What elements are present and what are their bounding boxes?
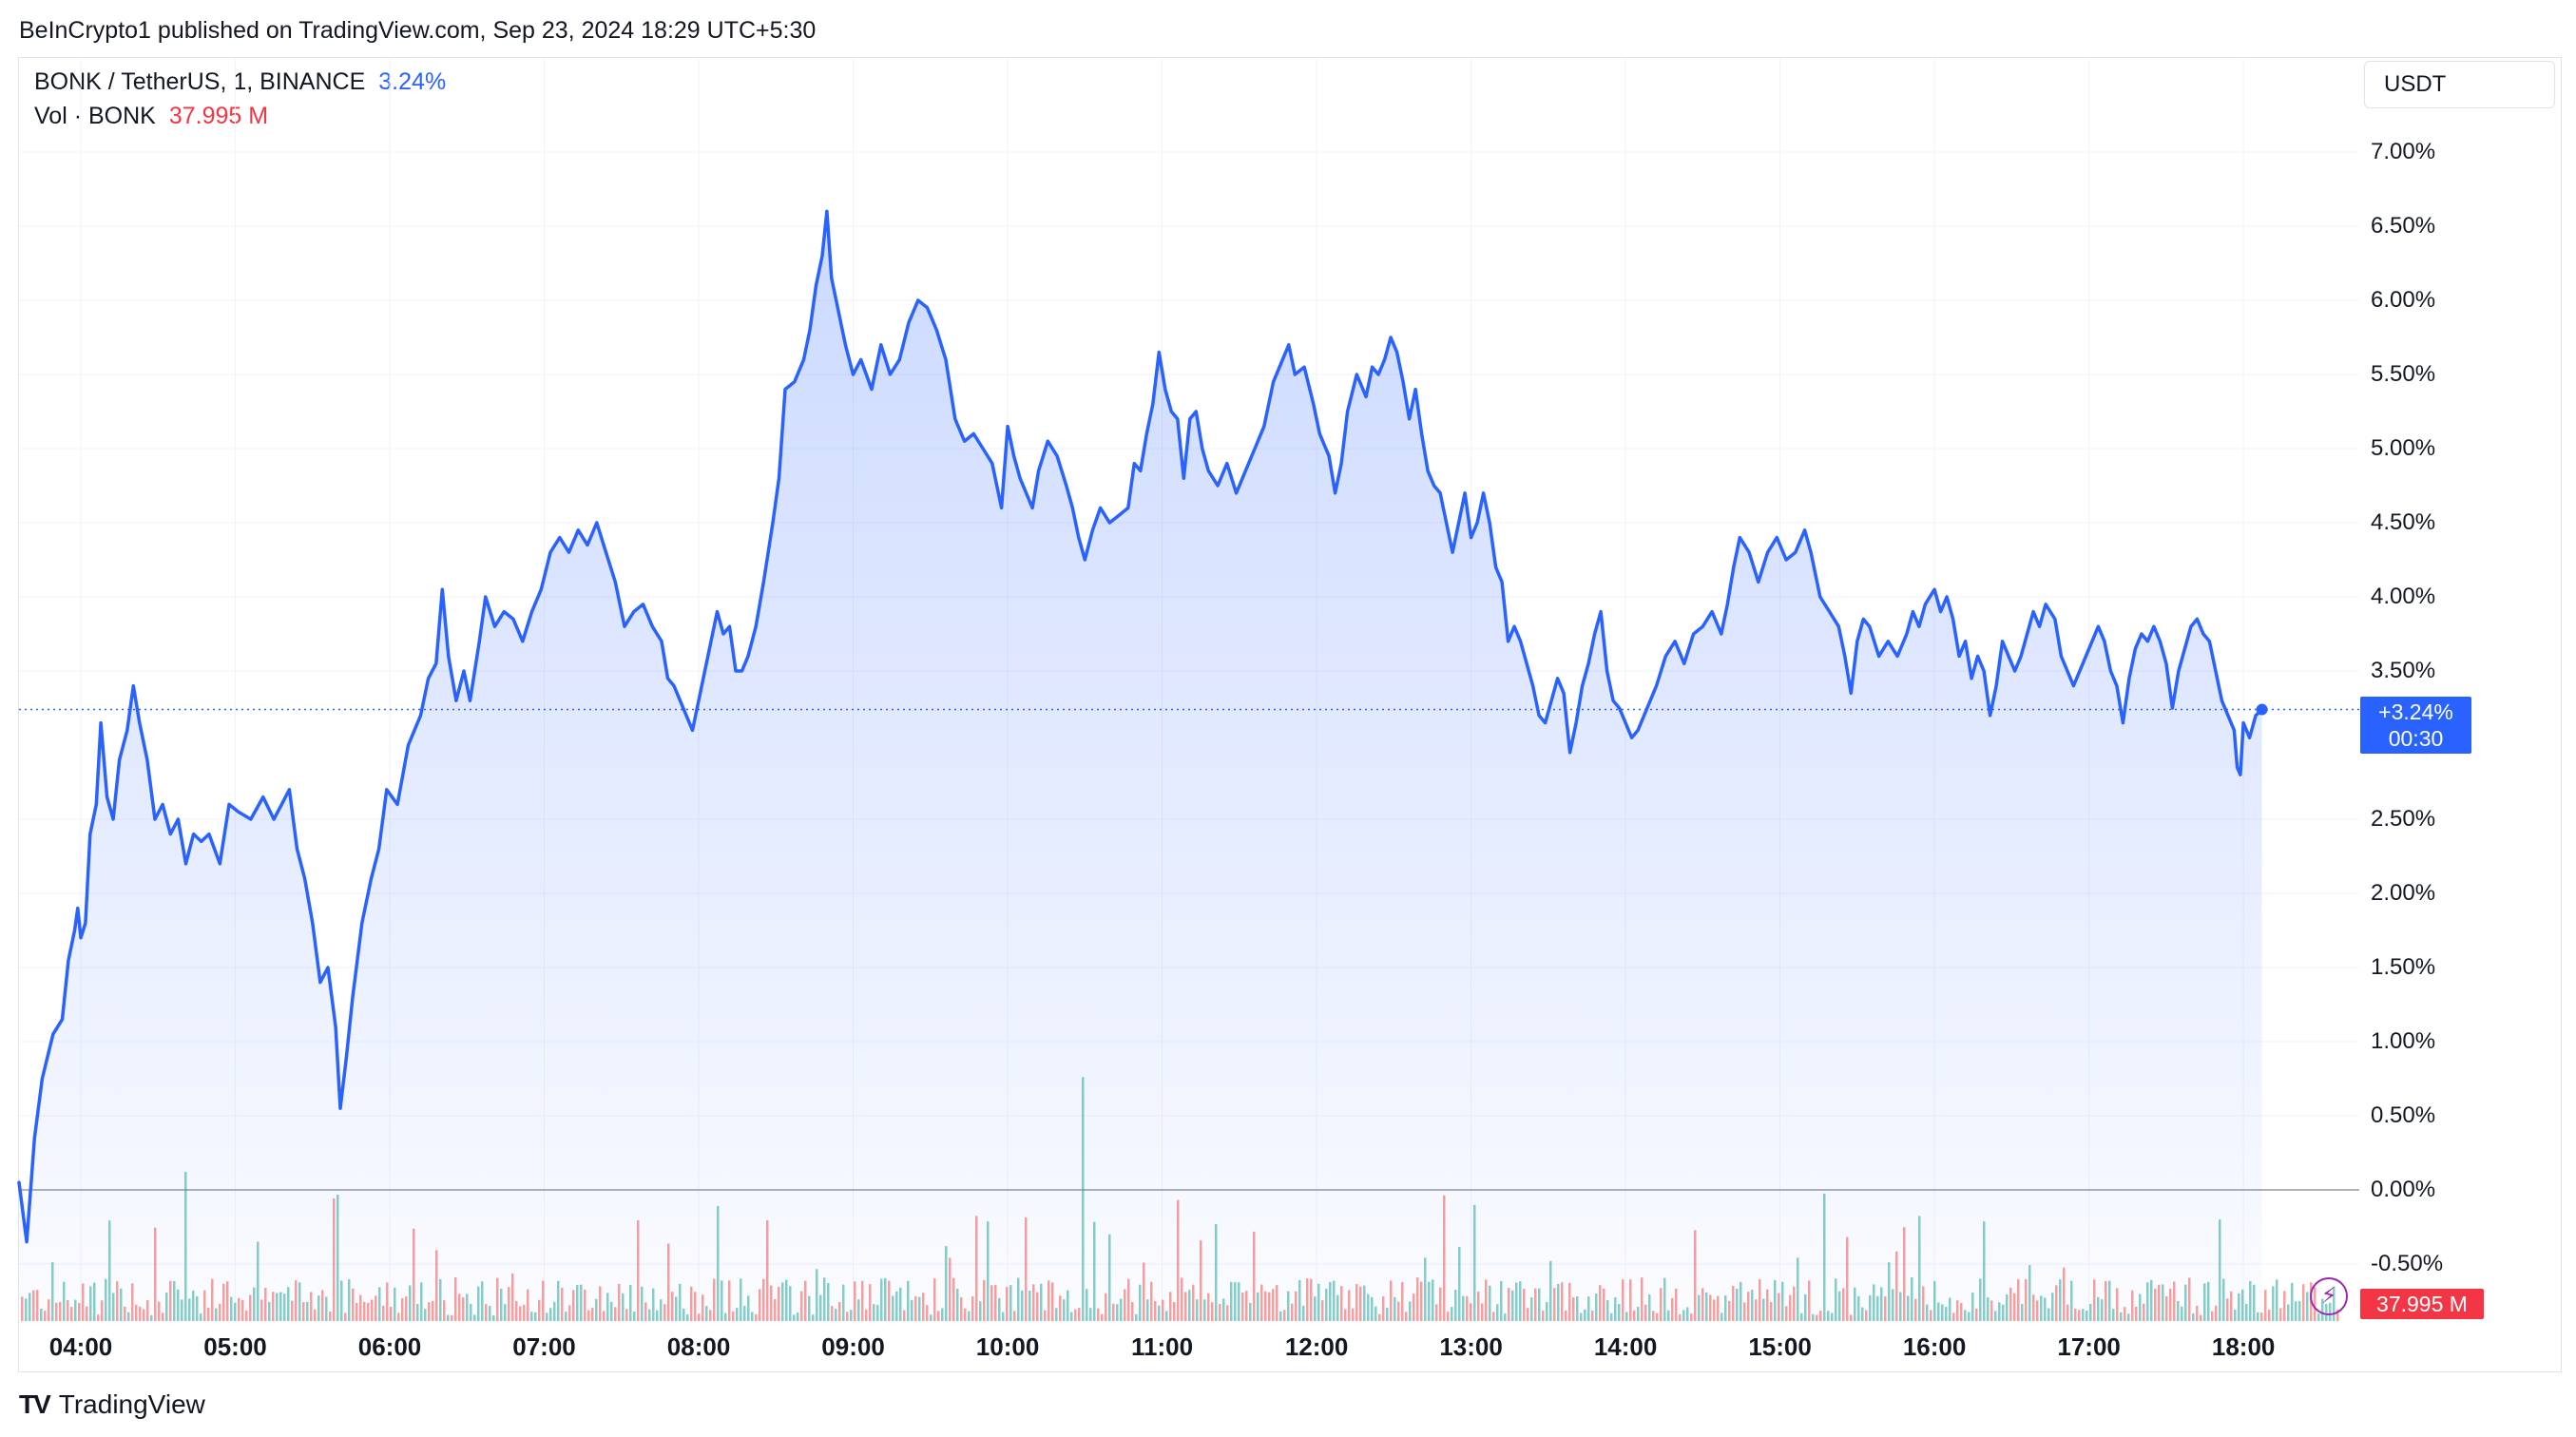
volume-bar <box>2279 1308 2282 1321</box>
y-tick-label: 3.50% <box>2371 658 2436 683</box>
x-tick-label: 05:00 <box>203 1332 267 1361</box>
brand-name: TradingView <box>58 1389 205 1419</box>
volume-bar <box>2306 1292 2309 1321</box>
currency-button[interactable]: USDT <box>2364 61 2555 108</box>
volume-bar <box>2268 1309 2271 1321</box>
x-tick-label: 12:00 <box>1284 1332 1349 1361</box>
y-tick-label: 4.00% <box>2371 584 2436 609</box>
x-tick-label: 14:00 <box>1593 1332 1658 1361</box>
y-tick-label: 4.50% <box>2371 509 2436 535</box>
volume-value: 37.995 M <box>168 103 269 129</box>
volume-legend[interactable]: Vol · BONK 37.995 M <box>34 103 268 130</box>
symbol-legend[interactable]: BONK / TetherUS, 1, BINANCE 3.24% <box>34 68 446 96</box>
volume-bar <box>2302 1284 2305 1321</box>
volume-bar <box>2272 1286 2275 1321</box>
y-tick-label: -0.50% <box>2371 1251 2444 1276</box>
y-tick-label: 6.50% <box>2371 213 2436 239</box>
y-tick-label: 6.00% <box>2371 287 2436 313</box>
price-line <box>17 209 2264 1244</box>
volume-bar <box>2291 1282 2294 1321</box>
volume-bar <box>2276 1279 2278 1321</box>
x-tick-label: 09:00 <box>821 1332 885 1361</box>
last-price-tag: +3.24% 00:30 <box>2360 697 2471 754</box>
volume-tag: 37.995 M <box>2360 1289 2484 1319</box>
volume-bar <box>2283 1291 2286 1321</box>
x-tick-label: 16:00 <box>1902 1332 1967 1361</box>
lightning-icon[interactable]: ⚡ <box>2310 1277 2348 1315</box>
y-tick-label: 1.50% <box>2371 954 2436 980</box>
symbol-title: BONK / TetherUS, 1, BINANCE <box>34 68 366 95</box>
y-tick-label: 5.00% <box>2371 435 2436 461</box>
x-tick-label: 08:00 <box>666 1332 731 1361</box>
price-marks <box>19 703 2359 716</box>
y-tick-label: 7.00% <box>2371 139 2436 164</box>
volume-label: Vol · BONK <box>34 103 156 129</box>
bar-countdown: 00:30 <box>2388 726 2444 751</box>
chart-frame <box>18 57 2562 1372</box>
area-fill <box>19 211 2262 1321</box>
publish-info: BeInCrypto1 published on TradingView.com… <box>19 17 817 44</box>
x-tick-label: 04:00 <box>48 1332 113 1361</box>
x-tick-label: 06:00 <box>357 1332 422 1361</box>
y-tick-label: 0.50% <box>2371 1102 2436 1128</box>
x-tick-label: 10:00 <box>975 1332 1040 1361</box>
y-tick-label: 2.50% <box>2371 806 2436 832</box>
tradingview-logo-icon: TV <box>19 1389 51 1419</box>
price-area <box>17 209 2264 1321</box>
volume-bar <box>2298 1301 2301 1321</box>
x-tick-label: 15:00 <box>1748 1332 1812 1361</box>
y-tick-label: 5.50% <box>2371 361 2436 387</box>
brand-logo[interactable]: TV TradingView <box>19 1389 205 1420</box>
y-tick-label: 1.00% <box>2371 1028 2436 1054</box>
x-tick-label: 07:00 <box>512 1332 576 1361</box>
volume-bar <box>2295 1301 2297 1321</box>
x-tick-label: 17:00 <box>2057 1332 2121 1361</box>
volume-bar <box>2287 1304 2290 1321</box>
last-price-change: +3.24% <box>2378 699 2453 724</box>
last-point <box>2256 703 2268 716</box>
y-tick-label: 2.00% <box>2371 880 2436 906</box>
volume-bar <box>2317 1313 2320 1321</box>
volume-bar <box>2264 1290 2267 1321</box>
x-tick-label: 11:00 <box>1131 1332 1194 1361</box>
x-tick-label: 18:00 <box>2211 1332 2276 1361</box>
x-tick-label: 13:00 <box>1439 1332 1503 1361</box>
y-tick-label: 0.00% <box>2371 1177 2436 1202</box>
volume-bar <box>2336 1309 2339 1321</box>
